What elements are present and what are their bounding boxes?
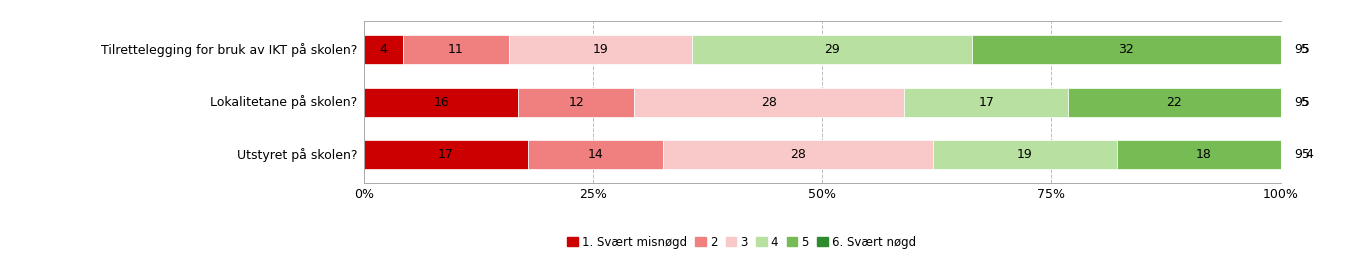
Text: 19: 19 [593, 43, 608, 56]
Text: 4: 4 [1306, 148, 1313, 161]
Text: 14: 14 [588, 148, 604, 161]
Bar [1116, 140, 1290, 169]
Bar [364, 88, 519, 117]
Bar [1069, 88, 1281, 117]
Bar [1281, 88, 1329, 117]
Text: 28: 28 [790, 148, 806, 161]
Bar [905, 88, 1069, 117]
Text: 5: 5 [1301, 43, 1309, 56]
Bar [508, 35, 692, 64]
Text: 17: 17 [979, 96, 995, 109]
Bar [634, 88, 905, 117]
Text: 95: 95 [1294, 148, 1310, 161]
Bar [663, 140, 933, 169]
Bar [1281, 35, 1329, 64]
Text: 11: 11 [448, 43, 464, 56]
Bar [403, 35, 508, 64]
Bar [692, 35, 972, 64]
Legend: 1. Svært misnøgd, 2, 3, 4, 5, 6. Svært nøgd: 1. Svært misnøgd, 2, 3, 4, 5, 6. Svært n… [562, 231, 921, 253]
Text: 22: 22 [1166, 96, 1182, 109]
Text: 28: 28 [762, 96, 778, 109]
Text: Lokalitetane på skolen?: Lokalitetane på skolen? [210, 95, 357, 109]
Text: 12: 12 [569, 96, 584, 109]
Text: 17: 17 [438, 148, 454, 161]
Text: 16: 16 [433, 96, 449, 109]
Bar [1290, 140, 1329, 169]
Bar [528, 140, 663, 169]
Bar [933, 140, 1116, 169]
Text: 29: 29 [824, 43, 840, 56]
Bar [364, 140, 528, 169]
Text: Tilrettelegging for bruk av IKT på skolen?: Tilrettelegging for bruk av IKT på skole… [101, 43, 357, 57]
Text: 95: 95 [1294, 96, 1310, 109]
Text: 18: 18 [1196, 148, 1212, 161]
Text: Utstyret på skolen?: Utstyret på skolen? [237, 148, 357, 162]
Text: 95: 95 [1294, 43, 1310, 56]
Text: 19: 19 [1016, 148, 1033, 161]
Bar [364, 35, 403, 64]
Text: 32: 32 [1119, 43, 1134, 56]
Bar [972, 35, 1281, 64]
Bar [519, 88, 634, 117]
Text: 4: 4 [379, 43, 387, 56]
Text: 5: 5 [1301, 96, 1309, 109]
